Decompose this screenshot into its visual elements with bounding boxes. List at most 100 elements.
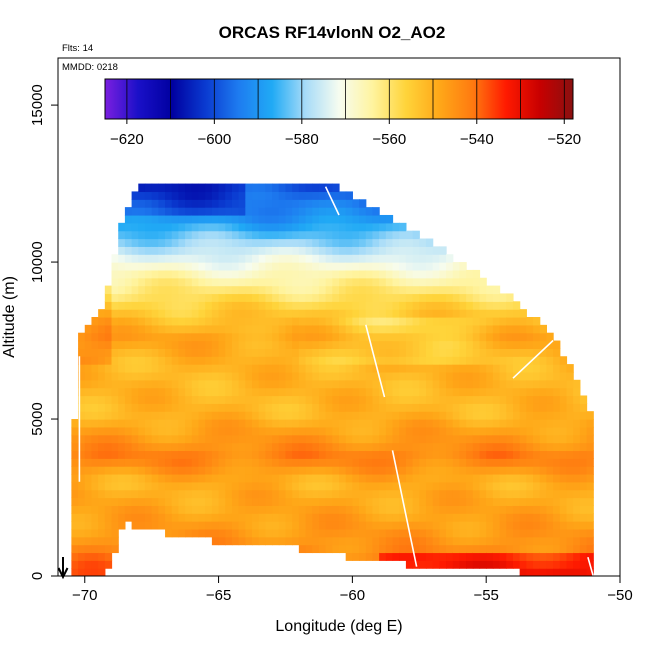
- heatmap-cell: [71, 458, 79, 467]
- heatmap-cell: [345, 317, 353, 326]
- heatmap-cell: [218, 513, 226, 522]
- heatmap-cell: [533, 489, 541, 499]
- heatmap-cell: [452, 293, 461, 302]
- heatmap-cell: [345, 301, 353, 310]
- heatmap-cell: [432, 458, 440, 467]
- heatmap-cell: [339, 324, 347, 334]
- heatmap-cell: [138, 473, 146, 483]
- heatmap-cell: [171, 293, 180, 302]
- heatmap-cell: [466, 348, 474, 357]
- heatmap-cell: [178, 199, 186, 208]
- heatmap-cell: [171, 489, 180, 499]
- heatmap-cell: [298, 434, 307, 444]
- heatmap-cell: [258, 317, 266, 326]
- heatmap-cell: [211, 293, 220, 302]
- heatmap-cell: [124, 269, 133, 279]
- heatmap-cell: [392, 521, 400, 530]
- heatmap-cell: [499, 521, 507, 530]
- heatmap-cell: [245, 505, 253, 514]
- heatmap-cell: [245, 309, 253, 318]
- heatmap-cell: [345, 450, 353, 459]
- heatmap-cell: [218, 262, 226, 271]
- heatmap-cell: [131, 497, 139, 506]
- heatmap-cell: [165, 379, 173, 389]
- heatmap-cell: [379, 528, 387, 538]
- heatmap-cell: [392, 324, 400, 334]
- heatmap-cell: [365, 301, 374, 310]
- heatmap-cell: [211, 214, 220, 224]
- heatmap-cell: [118, 254, 126, 263]
- heatmap-cell: [111, 332, 119, 342]
- heatmap-cell: [144, 395, 153, 404]
- heatmap-cell: [332, 317, 340, 326]
- heatmap-cell: [185, 489, 193, 499]
- heatmap-cell: [158, 521, 166, 530]
- heatmap-cell: [144, 191, 153, 200]
- heatmap-cell: [151, 348, 159, 357]
- heatmap-cell: [205, 222, 213, 232]
- heatmap-cell: [211, 379, 220, 389]
- heatmap-cell: [124, 238, 133, 247]
- heatmap-cell: [191, 356, 200, 365]
- heatmap-cell: [359, 466, 367, 475]
- heatmap-cell: [399, 238, 407, 247]
- heatmap-cell: [245, 497, 253, 506]
- heatmap-cell: [205, 324, 213, 334]
- heatmap-cell: [205, 364, 213, 373]
- heatmap-cell: [352, 371, 360, 381]
- heatmap-cell: [144, 199, 153, 208]
- heatmap-cell: [312, 450, 320, 459]
- heatmap-cell: [84, 403, 93, 412]
- heatmap-cell: [466, 497, 474, 506]
- heatmap-cell: [345, 403, 353, 412]
- heatmap-cell: [305, 191, 313, 200]
- heatmap-cell: [372, 332, 380, 342]
- heatmap-cell: [399, 324, 407, 334]
- heatmap-cell: [459, 411, 467, 420]
- heatmap-cell: [466, 317, 474, 326]
- heatmap-cell: [553, 395, 561, 404]
- heatmap-cell: [138, 458, 146, 467]
- heatmap-cell: [298, 505, 307, 514]
- heatmap-cell: [231, 513, 240, 522]
- heatmap-cell: [165, 317, 173, 326]
- heatmap-cell: [486, 364, 494, 373]
- heatmap-cell: [292, 293, 300, 302]
- heatmap-cell: [412, 262, 420, 271]
- heatmap-cell: [372, 285, 380, 295]
- heatmap-cell: [486, 552, 494, 561]
- heatmap-cell: [459, 552, 467, 561]
- heatmap-cell: [71, 521, 79, 530]
- heatmap-cell: [258, 277, 266, 287]
- heatmap-cell: [298, 528, 307, 538]
- heatmap-cell: [165, 395, 173, 404]
- heatmap-cell: [506, 371, 514, 381]
- heatmap-cell: [452, 426, 461, 436]
- heatmap-cell: [218, 356, 226, 365]
- heatmap-cell: [479, 481, 487, 491]
- heatmap-cell: [479, 371, 487, 381]
- heatmap-cell: [78, 458, 86, 467]
- heatmap-cell: [218, 222, 226, 232]
- heatmap-cell: [165, 473, 173, 483]
- heatmap-cell: [198, 222, 206, 232]
- heatmap-cell: [339, 473, 347, 483]
- heatmap-cell: [379, 317, 387, 326]
- heatmap-cell: [432, 309, 440, 318]
- heatmap-cell: [225, 191, 233, 200]
- heatmap-cell: [339, 277, 347, 287]
- heatmap-cell: [573, 411, 581, 420]
- heatmap-cell: [512, 473, 521, 483]
- heatmap-cell: [512, 489, 521, 499]
- heatmap-cell: [98, 481, 106, 491]
- heatmap-cell: [352, 214, 360, 224]
- heatmap-cell: [84, 466, 93, 475]
- heatmap-cell: [385, 285, 394, 295]
- heatmap-cell: [258, 466, 266, 475]
- colorbar-tick-label: −580: [285, 131, 319, 148]
- heatmap-cell: [272, 481, 280, 491]
- heatmap-cell: [91, 403, 99, 412]
- heatmap-cell: [231, 419, 240, 428]
- x-tick-label: −60: [340, 587, 365, 604]
- heatmap-cell: [225, 513, 233, 522]
